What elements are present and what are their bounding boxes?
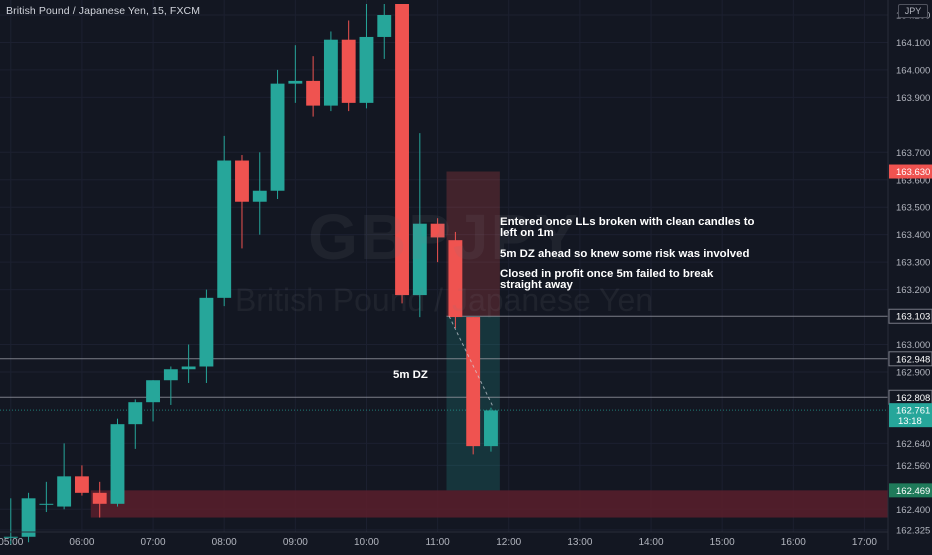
demand-zone-label: 5m DZ [393, 369, 428, 381]
price-tag-target [889, 483, 932, 498]
price-tick-label: 164.000 [896, 65, 930, 76]
price-tag-label: 162.469 [896, 486, 930, 497]
candle-body [306, 80, 321, 106]
candle-body [74, 476, 89, 493]
time-tick-label: 07:00 [141, 537, 166, 548]
price-tick-label: 163.600 [896, 175, 930, 186]
symbol-legend[interactable]: British Pound / Japanese Yen, 15, FXCM [6, 5, 201, 17]
price-tag-last [889, 403, 932, 428]
price-tick-label: 163.700 [896, 148, 930, 159]
candle-body [146, 380, 160, 403]
candle-body [359, 36, 374, 103]
time-tick-label: 06:00 [69, 537, 94, 548]
candle-body [3, 536, 18, 538]
price-tick-label: 162.325 [896, 525, 930, 536]
price-tick-label: 162.900 [896, 367, 930, 378]
price-tick-label: 163.900 [896, 93, 930, 104]
price-tick-label: 163.500 [896, 203, 930, 214]
candle-body [270, 83, 285, 191]
price-line-tag-label: 162.808 [896, 393, 930, 404]
price-line-tag-label: 162.948 [896, 354, 930, 365]
note-line-5: straight away [500, 279, 573, 291]
candle-body [252, 190, 267, 202]
time-tick-label: 17:00 [852, 537, 877, 548]
time-tick-label: 05:00 [0, 537, 24, 548]
time-tick-label: 10:00 [354, 537, 379, 548]
candle-body [57, 476, 72, 507]
price-tick-label: 163.000 [896, 340, 930, 351]
time-tick-label: 12:00 [496, 537, 521, 548]
time-tick-label: 08:00 [212, 537, 237, 548]
price-tag-label: 163.630 [896, 167, 930, 178]
candle-body [39, 503, 54, 505]
time-tick-label: 14:00 [639, 537, 664, 548]
note-line-2: left on 1m [500, 227, 554, 239]
candle-body [110, 424, 125, 504]
candle-body [466, 317, 481, 447]
note-line-1: Entered once LLs broken with clean candl… [500, 216, 755, 228]
candle-body [412, 223, 427, 296]
price-tag-stop [889, 164, 932, 179]
time-tick-label: 11:00 [425, 537, 450, 548]
price-line-tag [888, 308, 932, 324]
candle-body [128, 402, 143, 425]
candle-body [21, 498, 36, 537]
candle-body [199, 297, 214, 367]
price-tick-label: 162.560 [896, 461, 930, 472]
time-tick-label: 15:00 [710, 537, 735, 548]
note-line-3: 5m DZ ahead so knew some risk was involv… [500, 248, 750, 260]
price-tick-label: 163.400 [896, 230, 930, 241]
price-line-tag [888, 351, 932, 367]
candle-body [448, 240, 463, 318]
candle-body [235, 160, 249, 202]
price-tick-label: 162.400 [896, 505, 930, 516]
candle-body [430, 223, 445, 238]
countdown-label: 13:18 [898, 416, 922, 427]
candle-body [163, 369, 178, 381]
time-tick-label: 13:00 [567, 537, 592, 548]
candle-body [92, 492, 107, 504]
note-line-4: Closed in profit once 5m failed to break [500, 268, 714, 280]
price-line-tag-label: 163.103 [896, 312, 930, 323]
price-tick-label: 163.300 [896, 258, 930, 269]
price-axis [888, 0, 932, 550]
time-tick-label: 16:00 [781, 537, 806, 548]
candle-body [217, 160, 232, 298]
candle-body [181, 366, 196, 370]
trade-path-line [448, 316, 494, 407]
candle-body [484, 410, 498, 447]
currency-label[interactable]: JPY [898, 4, 928, 18]
candle-body [377, 14, 392, 37]
time-tick-label: 09:00 [283, 537, 308, 548]
price-tick-label: 164.100 [896, 38, 930, 49]
candle-body [341, 39, 356, 103]
demand-zone-box [90, 490, 889, 518]
candle-body [395, 4, 409, 296]
candle-body [288, 80, 303, 84]
price-tag-label: 162.761 [896, 406, 930, 417]
price-tick-label: 162.640 [896, 439, 930, 450]
price-tick-label: 163.200 [896, 285, 930, 296]
candle-body [323, 39, 338, 106]
